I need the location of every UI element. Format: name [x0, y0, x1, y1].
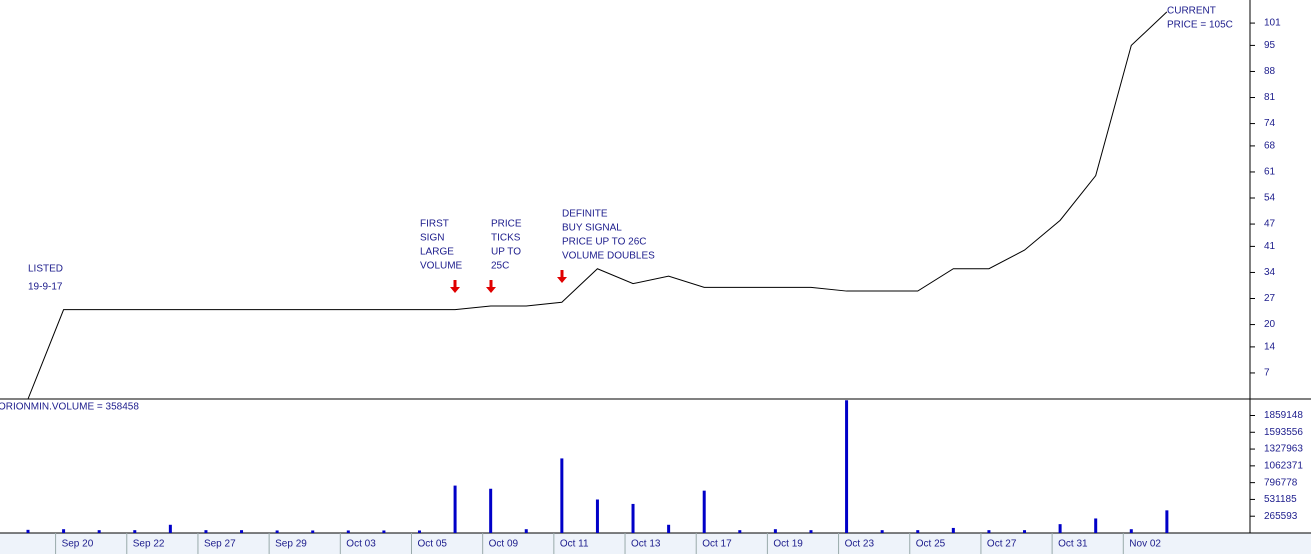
- volume-bar: [595, 499, 599, 533]
- annotation: 25C: [491, 261, 509, 272]
- annotation: PRICE UP TO 26C: [562, 237, 646, 248]
- x-tick-label: Sep 20: [62, 539, 94, 550]
- x-tick-label: Oct 09: [489, 539, 519, 550]
- annotation: VOLUME DOUBLES: [562, 251, 655, 262]
- y-tick-label: 1593556: [1264, 427, 1303, 438]
- volume-bar: [311, 530, 315, 533]
- annotation: BUY SIGNAL: [562, 223, 622, 234]
- x-tick-label: Oct 31: [1058, 539, 1088, 550]
- volume-bar: [62, 529, 66, 533]
- signal-arrow: [557, 270, 567, 283]
- annotation: VOLUME: [420, 261, 463, 272]
- y-tick-label: 265593: [1264, 511, 1298, 522]
- volume-bar: [667, 524, 671, 533]
- volume-bar: [275, 530, 279, 533]
- volume-bar: [489, 488, 493, 533]
- y-tick-label: 796778: [1264, 477, 1298, 488]
- annotation: PRICE: [491, 219, 522, 230]
- volume-bar: [204, 530, 208, 533]
- annotation: LARGE: [420, 247, 454, 258]
- y-tick-label: 1327963: [1264, 444, 1303, 455]
- signal-arrow: [486, 280, 496, 293]
- y-tick-label: 74: [1264, 118, 1276, 129]
- y-tick-label: 20: [1264, 319, 1276, 330]
- x-axis-strip: [0, 533, 1311, 554]
- price-line: [27, 11, 1168, 400]
- x-tick-label: Oct 25: [916, 539, 946, 550]
- y-tick-label: 88: [1264, 66, 1276, 77]
- x-tick-label: Sep 22: [133, 539, 165, 550]
- x-tick-label: Oct 23: [845, 539, 875, 550]
- volume-bar: [773, 529, 777, 533]
- y-tick-label: 41: [1264, 241, 1276, 252]
- volume-bar: [845, 400, 849, 533]
- y-tick-label: 61: [1264, 167, 1276, 178]
- volume-bar: [987, 530, 991, 533]
- volume-bar: [97, 530, 101, 533]
- y-tick-label: 101: [1264, 18, 1281, 29]
- volume-bar: [417, 530, 421, 533]
- volume-bar: [1129, 529, 1133, 533]
- volume-bar: [738, 530, 742, 533]
- y-tick-label: 95: [1264, 40, 1276, 51]
- volume-bar: [133, 530, 137, 533]
- volume-bar: [168, 524, 172, 533]
- annotation: SIGN: [420, 233, 444, 244]
- volume-bar: [916, 530, 920, 533]
- signal-arrow: [450, 280, 460, 293]
- volume-bar: [1165, 510, 1169, 533]
- volume-bar: [560, 458, 564, 533]
- x-tick-label: Nov 02: [1129, 539, 1161, 550]
- annotation: TICKS: [491, 233, 521, 244]
- y-tick-label: 34: [1264, 267, 1276, 278]
- annotation: UP TO: [491, 247, 521, 258]
- volume-bar: [631, 503, 635, 533]
- volume-bar: [702, 490, 706, 533]
- y-tick-label: 54: [1264, 193, 1276, 204]
- x-tick-label: Sep 29: [275, 539, 307, 550]
- x-tick-label: Oct 11: [560, 539, 589, 550]
- volume-bar: [1058, 524, 1062, 533]
- volume-bar: [382, 530, 386, 533]
- volume-bar: [1094, 518, 1098, 533]
- y-tick-label: 14: [1264, 342, 1276, 353]
- volume-bar: [346, 530, 350, 533]
- x-tick-label: Oct 17: [702, 539, 732, 550]
- volume-bar: [809, 530, 813, 533]
- x-tick-label: Oct 13: [631, 539, 661, 550]
- annotation: LISTED: [28, 264, 63, 275]
- x-tick-label: Oct 05: [417, 539, 447, 550]
- y-tick-label: 68: [1264, 141, 1276, 152]
- volume-bar: [951, 527, 955, 533]
- annotation: PRICE = 105C: [1167, 20, 1233, 31]
- volume-bar: [1023, 530, 1027, 533]
- annotation: CURRENT: [1167, 6, 1216, 17]
- x-tick-label: Oct 27: [987, 539, 1017, 550]
- volume-bar: [453, 485, 457, 533]
- annotation: DEFINITE: [562, 209, 608, 220]
- y-tick-label: 47: [1264, 219, 1276, 230]
- y-tick-label: 1062371: [1264, 460, 1303, 471]
- annotation: FIRST: [420, 219, 449, 230]
- volume-bar: [26, 529, 30, 533]
- x-tick-label: Oct 03: [346, 539, 376, 550]
- volume-bar: [524, 529, 528, 533]
- y-tick-label: 27: [1264, 293, 1276, 304]
- volume-bar: [880, 530, 884, 533]
- x-tick-label: Oct 19: [773, 539, 803, 550]
- annotation: 19-9-17: [28, 282, 63, 293]
- y-tick-label: 1859148: [1264, 410, 1303, 421]
- y-tick-label: 531185: [1264, 494, 1297, 505]
- x-tick-label: Sep 27: [204, 539, 236, 550]
- y-tick-label: 7: [1264, 368, 1270, 379]
- volume-bar: [240, 530, 244, 533]
- volume-title: ORIONMIN.VOLUME = 358458: [0, 402, 139, 413]
- y-tick-label: 81: [1264, 92, 1276, 103]
